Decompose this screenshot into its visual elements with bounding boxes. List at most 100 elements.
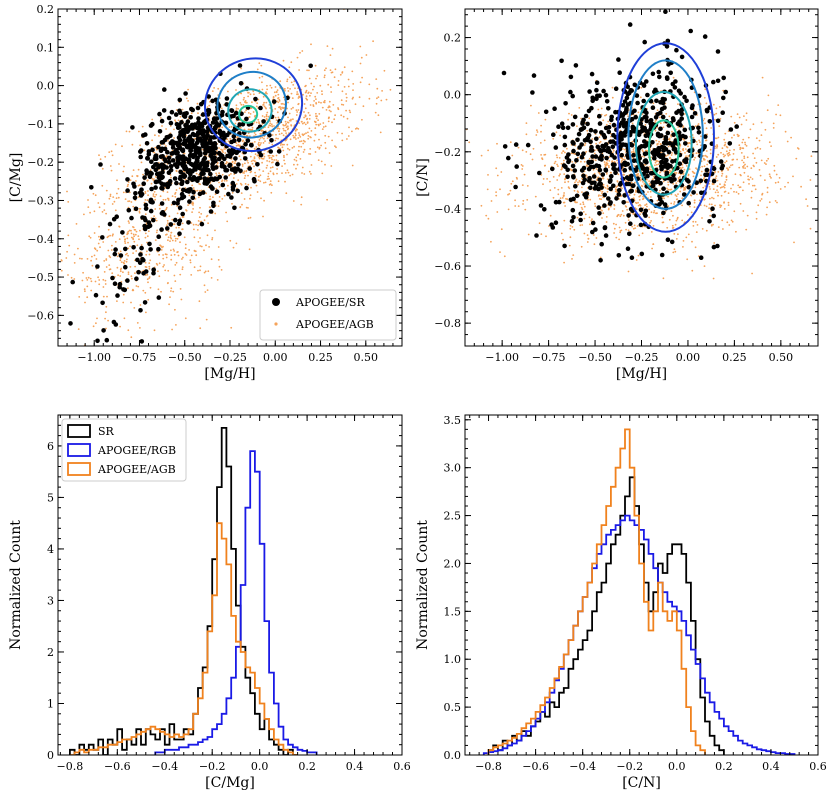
data-point [193,194,196,197]
data-point [255,162,260,167]
data-point [588,157,591,160]
data-point [105,189,108,192]
data-point [266,178,269,181]
data-point [186,127,191,133]
data-point [368,83,371,86]
data-point [613,204,616,207]
data-point [119,259,122,262]
data-point [565,167,570,173]
data-point [692,136,695,139]
data-point [283,159,285,162]
data-point [716,189,718,192]
data-point [529,153,532,156]
data-point [307,111,310,114]
data-point [732,183,734,186]
data-point [310,130,313,132]
data-point [308,63,314,69]
data-point [731,136,733,139]
data-point [717,171,720,173]
data-point [765,159,768,162]
data-point [175,226,178,229]
data-point [632,108,637,114]
data-point [589,105,594,111]
data-point [169,236,172,239]
data-point [293,158,296,161]
data-point [286,128,289,131]
data-point [324,134,327,137]
data-point [174,119,176,122]
data-point [118,253,124,258]
data-point [332,104,335,106]
data-point [558,174,561,177]
data-point [588,117,591,120]
data-point [288,66,291,69]
data-point [522,203,524,205]
data-point [583,160,586,163]
data-point [569,224,572,227]
data-point [256,68,259,71]
data-point [208,209,214,214]
data-point [461,173,463,175]
data-point [70,279,75,285]
data-point [308,77,311,80]
data-point [207,138,213,143]
data-point [644,124,647,126]
data-point [60,269,63,272]
data-point [243,142,248,147]
data-point [229,151,235,156]
data-point [682,148,685,150]
data-point [308,153,310,155]
data-point [608,200,613,205]
data-point [227,90,229,93]
data-point [597,121,603,126]
data-point [703,158,705,161]
data-point [83,288,86,291]
data-point [606,178,609,181]
data-point [747,175,749,178]
data-point [263,199,265,202]
data-point [274,116,277,119]
data-point [753,165,755,168]
data-point [667,141,673,146]
data-point [188,171,193,177]
data-point [158,135,160,137]
data-point [468,141,471,144]
data-point [316,146,319,149]
data-point [253,115,256,118]
data-point [354,103,357,106]
data-point [263,181,265,184]
data-point [588,216,591,219]
data-point [766,191,769,194]
data-point [90,259,92,262]
data-point [694,125,697,127]
data-point [750,167,753,170]
data-point [315,77,317,80]
data-point [175,324,177,326]
data-point [179,115,182,118]
data-point [136,322,139,324]
data-point [708,171,710,174]
data-point [661,216,664,219]
data-point [129,245,132,248]
data-point [90,280,93,283]
data-point [174,151,179,156]
data-point [644,79,649,84]
data-point [705,155,708,158]
data-point [304,114,307,117]
data-point [513,184,518,190]
data-point [297,103,300,106]
data-point [180,155,185,160]
data-point [429,228,431,230]
data-point [679,190,682,193]
data-point [708,207,710,210]
data-point [83,213,85,216]
data-point [149,159,154,164]
data-point [748,178,750,181]
data-point [314,133,317,136]
data-point [383,69,386,72]
data-point [346,117,349,120]
data-point [668,218,671,221]
data-point [705,229,708,232]
data-point [143,149,146,152]
data-point [310,164,313,166]
